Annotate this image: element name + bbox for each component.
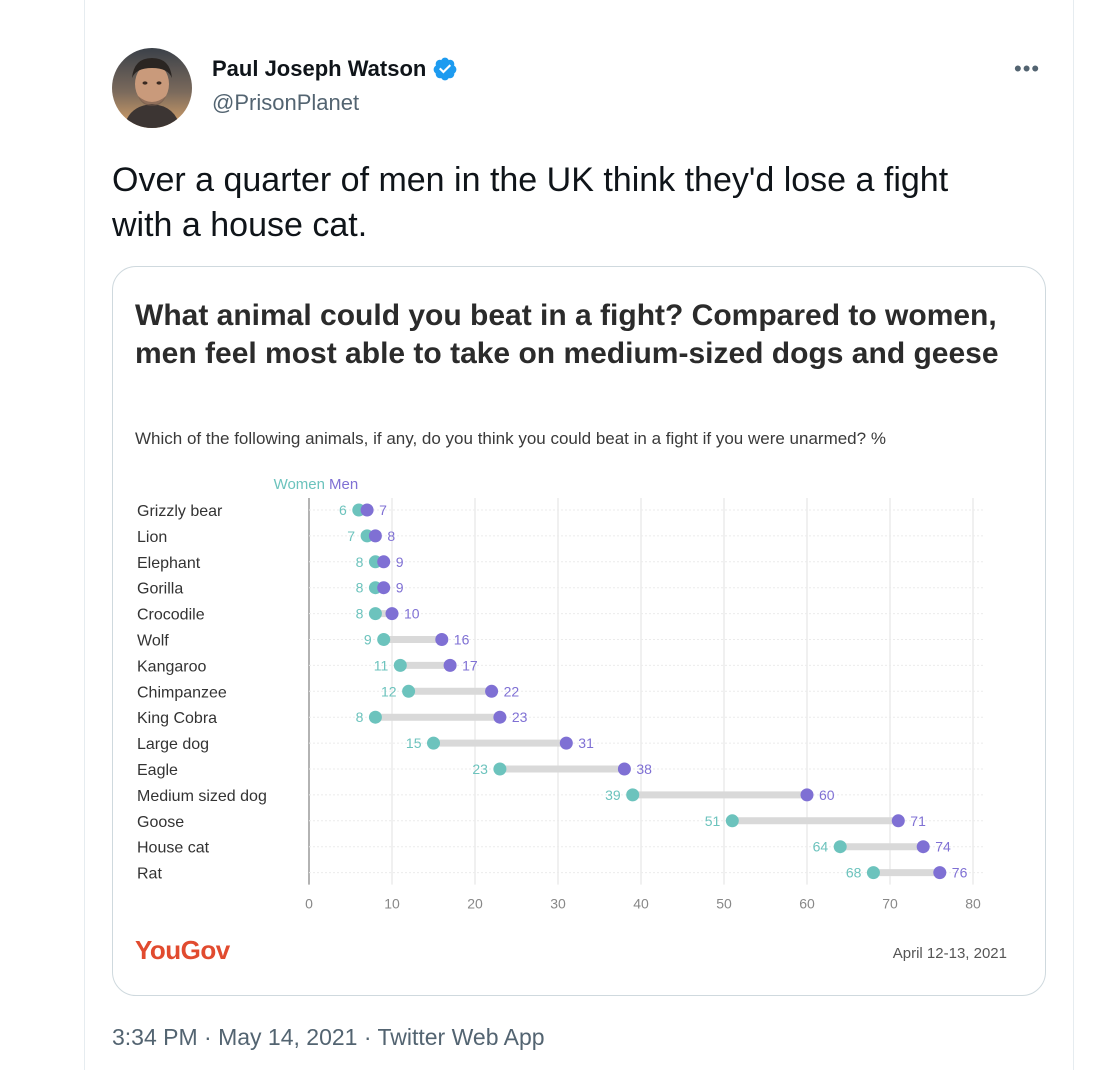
women-dot [866, 866, 880, 880]
women-dot [626, 788, 640, 802]
men-value-label: 10 [404, 606, 420, 622]
men-dot [800, 788, 814, 802]
women-value-label: 64 [813, 839, 829, 855]
category-label: Rat [137, 866, 162, 883]
men-value-label: 23 [512, 709, 528, 725]
women-value-label: 8 [356, 709, 364, 725]
women-value-label: 8 [356, 554, 364, 570]
more-options-icon[interactable]: ••• [1014, 56, 1041, 81]
men-value-label: 71 [910, 813, 926, 829]
category-label: King Cobra [137, 710, 217, 727]
women-value-label: 6 [339, 502, 347, 518]
x-tick-label: 40 [633, 896, 649, 912]
women-value-label: 15 [406, 735, 422, 751]
women-dot [833, 840, 847, 854]
men-dot [891, 814, 905, 828]
men-value-label: 9 [396, 554, 404, 570]
tweet-container [84, 0, 1074, 1070]
x-tick-label: 20 [467, 896, 483, 912]
category-label: Large dog [137, 736, 209, 753]
men-dot [368, 529, 382, 543]
category-label: Eagle [137, 762, 178, 779]
women-value-label: 8 [356, 580, 364, 596]
category-label: Gorilla [137, 581, 183, 598]
author-handle[interactable]: @PrisonPlanet [212, 90, 360, 115]
category-label: Lion [137, 529, 167, 546]
x-tick-label: 80 [965, 896, 981, 912]
women-value-label: 11 [374, 657, 389, 673]
chart-date: April 12-13, 2021 [892, 945, 1007, 962]
women-value-label: 68 [846, 865, 862, 881]
women-value-label: 39 [605, 787, 621, 803]
category-label: Grizzly bear [137, 503, 223, 520]
women-dot [427, 736, 440, 750]
men-dot [485, 684, 499, 698]
category-label: Elephant [137, 555, 201, 572]
men-value-label: 22 [504, 683, 520, 699]
x-tick-label: 0 [305, 896, 313, 912]
x-tick-label: 60 [799, 896, 815, 912]
men-dot [933, 866, 947, 880]
men-dot [360, 503, 374, 517]
men-value-label: 16 [454, 632, 470, 648]
women-value-label: 8 [356, 606, 364, 622]
chart-title: What animal could you beat in a fight? C… [135, 299, 999, 370]
chart-source-logo: YouGov [135, 935, 230, 965]
women-value-label: 23 [472, 761, 488, 777]
men-dot [377, 555, 391, 569]
women-dot [493, 762, 507, 776]
category-label: Chimpanzee [137, 684, 227, 701]
category-label: Crocodile [137, 607, 205, 624]
men-dot [385, 607, 399, 621]
men-dot [377, 581, 391, 595]
x-tick-label: 70 [882, 896, 898, 912]
men-value-label: 9 [396, 580, 404, 596]
women-dot [377, 633, 391, 646]
men-value-label: 8 [387, 528, 395, 544]
women-value-label: 12 [381, 683, 397, 699]
category-label: Medium sized dog [137, 788, 267, 805]
women-value-label: 51 [705, 813, 721, 829]
tweet-text: Over a quarter of men in the UK think th… [112, 161, 949, 244]
women-dot [368, 607, 382, 621]
x-tick-label: 50 [716, 896, 732, 912]
women-value-label: 9 [364, 632, 372, 648]
avatar[interactable] [112, 48, 192, 128]
x-tick-label: 10 [384, 896, 400, 912]
women-value-label: 7 [347, 528, 355, 544]
women-dot [368, 710, 382, 724]
men-value-label: 76 [952, 865, 968, 881]
women-dot [393, 658, 407, 672]
men-value-label: 38 [636, 761, 652, 777]
chart-subtitle: Which of the following animals, if any, … [135, 429, 886, 448]
men-dot [443, 658, 457, 672]
category-label: Wolf [137, 633, 169, 650]
men-value-label: 60 [819, 787, 835, 803]
men-dot [559, 736, 573, 750]
men-dot [435, 633, 449, 646]
verified-badge-icon [433, 57, 457, 81]
men-value-label: 74 [935, 839, 951, 855]
men-value-label: 7 [379, 502, 387, 518]
category-label: Goose [137, 814, 184, 831]
women-dot [725, 814, 739, 828]
men-dot [617, 762, 631, 776]
author-name-text[interactable]: Paul Joseph Watson [212, 56, 427, 81]
author-name[interactable]: Paul Joseph Watson [212, 56, 458, 82]
men-value-label: 17 [462, 657, 478, 673]
tweet-media-chart[interactable]: What animal could you beat in a fight? C… [112, 266, 1046, 996]
men-value-label: 31 [578, 735, 594, 751]
men-dot [493, 710, 507, 724]
women-dot [402, 684, 416, 698]
category-label: Kangaroo [137, 658, 206, 675]
category-label: House cat [137, 840, 210, 857]
tweet-timestamp[interactable]: 3:34 PM · May 14, 2021 · Twitter Web App [112, 1024, 545, 1050]
men-dot [916, 840, 930, 854]
legend-men: Men [329, 476, 358, 493]
legend-women: Women [274, 476, 325, 493]
x-tick-label: 30 [550, 896, 566, 912]
